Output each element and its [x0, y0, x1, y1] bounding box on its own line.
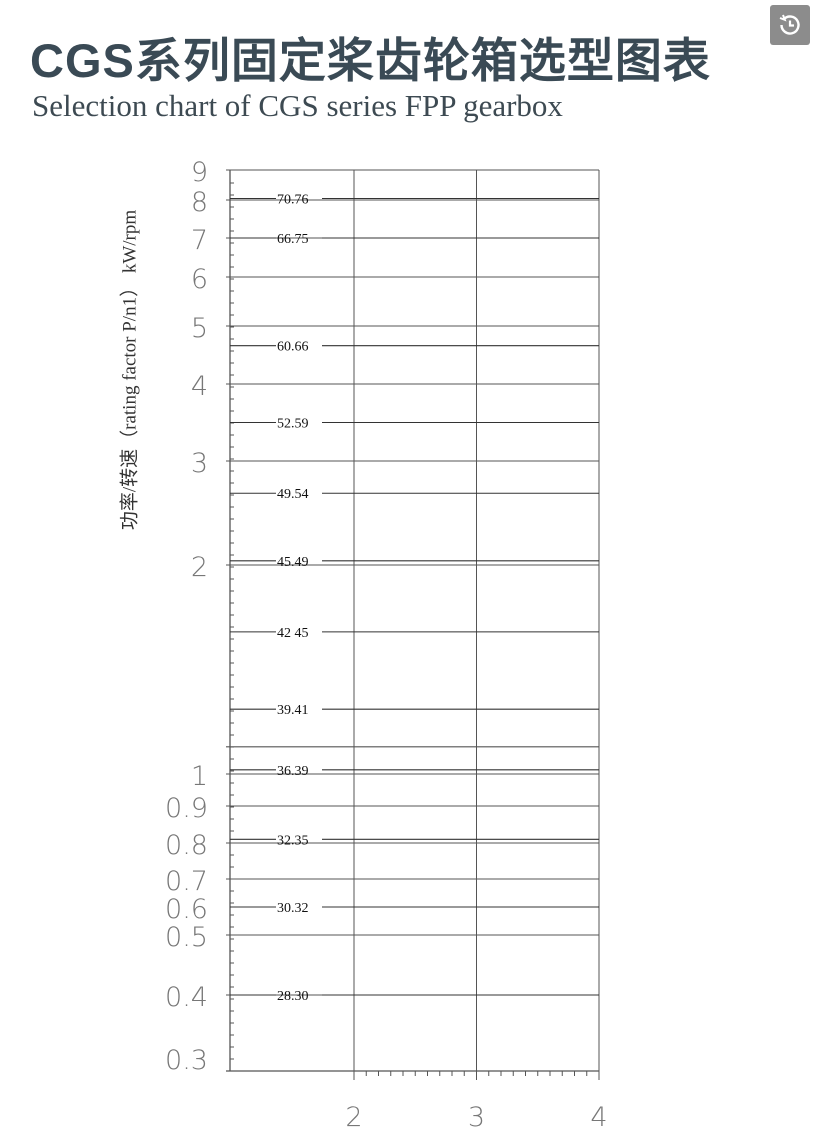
reference-line-label: 52.59 [277, 417, 309, 432]
y-tick-label: 0.3 [165, 1045, 208, 1076]
reference-line-label: 66.75 [277, 232, 309, 247]
history-button[interactable] [770, 5, 810, 45]
x-tick-label: 3 [468, 1102, 485, 1133]
y-tick-label: 5 [191, 313, 208, 344]
page-title: CGS系列固定桨齿轮箱选型图表 [30, 34, 711, 87]
x-tick-label: 4 [590, 1102, 607, 1133]
y-tick-label: 6 [191, 264, 208, 295]
y-tick-label: 0.7 [165, 866, 208, 897]
y-tick-label: 0.6 [165, 894, 208, 925]
reference-line-label: 36.39 [277, 764, 309, 779]
reference-line-label: 39.41 [277, 703, 309, 718]
x-tick-label: 2 [345, 1102, 362, 1133]
reference-line-label: 30.32 [277, 901, 309, 916]
reference-line-label: 32.35 [277, 833, 309, 848]
y-tick-label: 1 [191, 761, 208, 792]
y-tick-label: 0.8 [165, 830, 208, 861]
y-tick-label: 2 [191, 552, 208, 583]
reference-line-label: 70.76 [277, 193, 309, 208]
reference-line-label: 60.66 [277, 340, 309, 355]
y-tick-label: 8 [191, 187, 208, 218]
page-subtitle: Selection chart of CGS series FPP gearbo… [32, 88, 563, 123]
reference-line-label: 45.49 [277, 555, 309, 570]
y-tick-label: 0.5 [165, 922, 208, 953]
y-tick-label: 4 [191, 371, 208, 402]
y-tick-label: 7 [191, 225, 208, 256]
reference-line-label: 42 45 [277, 626, 309, 641]
y-tick-label: 9 [191, 157, 208, 188]
y-tick-label: 3 [191, 448, 208, 479]
reference-line-label: 28.30 [277, 989, 309, 1004]
reference-line-label: 49.54 [277, 487, 309, 502]
history-clock-icon [779, 14, 800, 35]
y-tick-label: 0.9 [165, 793, 208, 824]
y-tick-label: 0.4 [165, 982, 208, 1013]
